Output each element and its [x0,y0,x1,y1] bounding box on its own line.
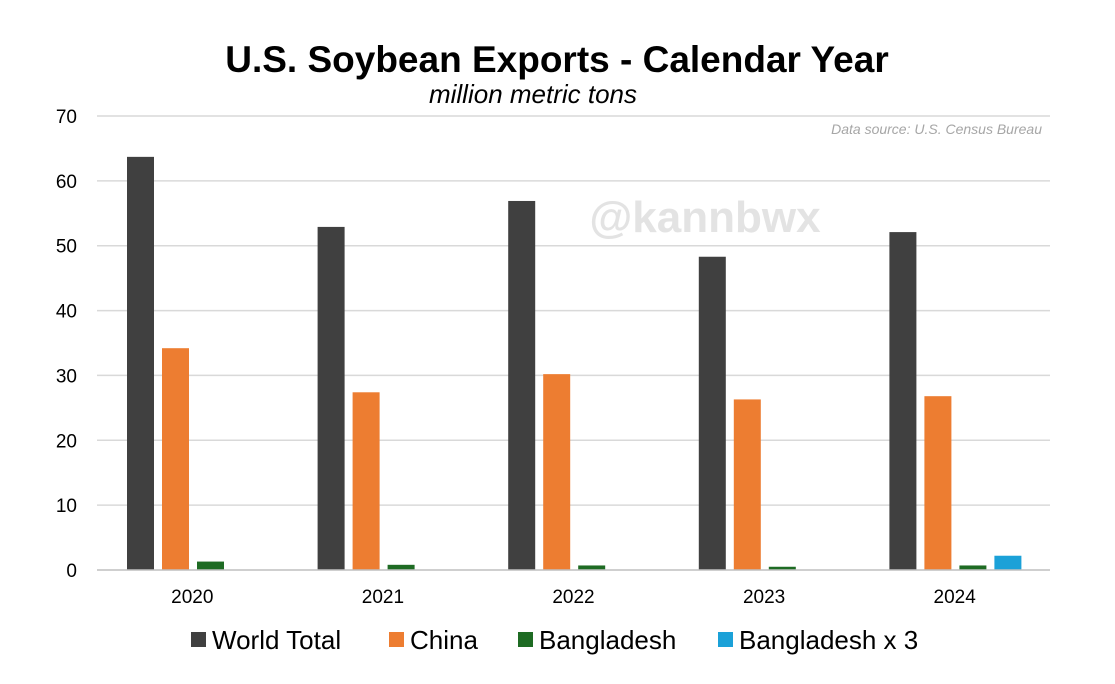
legend-label: China [410,625,478,655]
bars [127,156,1022,571]
y-tick-label: 50 [56,237,77,258]
source-note: Data source: U.S. Census Bureau [831,121,1042,137]
y-tick-label: 40 [56,302,77,323]
bar-bangladesh-x-3-2024 [994,555,1022,570]
chart-subtitle: million metric tons [429,79,637,109]
y-axis-ticks: 0 10 20 30 40 50 60 70 [56,107,77,582]
x-tick-label: 2024 [934,587,977,608]
y-tick-label: 20 [56,431,77,452]
x-tick-label: 2023 [743,587,785,608]
y-tick-label: 30 [56,366,77,387]
bar-world-total-2020 [127,156,154,571]
legend-label: Bangladesh [539,625,676,655]
x-axis-ticks: 2020 2021 2022 2023 2024 [171,587,976,608]
x-tick-label: 2022 [552,587,594,608]
legend-label: Bangladesh x 3 [739,625,918,655]
bar-bangladesh-2021 [387,564,415,570]
legend: World Total China Bangladesh Bangladesh x 3 [191,625,918,655]
bar-bangladesh-2023 [768,566,796,570]
bar-world-total-2022 [508,200,536,570]
bar-china-2023 [733,399,761,570]
bar-bangladesh-2022 [578,565,606,570]
legend-swatch-bangladesh-x-3 [718,632,733,647]
y-tick-label: 60 [56,172,77,193]
watermark: @kannbwx [589,193,821,242]
x-tick-label: 2020 [171,587,213,608]
legend-swatch-bangladesh [518,632,533,647]
legend-swatch-china [389,632,404,647]
y-tick-label: 10 [56,496,77,517]
bar-china-2020 [162,348,189,570]
bar-world-total-2023 [698,256,726,570]
y-tick-label: 0 [66,561,77,582]
chart-title: U.S. Soybean Exports - Calendar Year [225,39,889,80]
y-tick-label: 70 [56,107,77,128]
bar-bangladesh-2024 [959,565,987,570]
bar-china-2022 [543,374,571,570]
legend-label: World Total [212,625,341,655]
bar-bangladesh-2020 [197,561,224,570]
legend-swatch-world-total [191,632,206,647]
gridlines [97,115,1050,506]
bar-world-total-2024 [889,232,917,570]
bar-china-2021 [352,392,380,570]
bar-china-2024 [924,396,952,570]
bar-world-total-2021 [317,226,345,571]
x-tick-label: 2021 [362,587,404,608]
